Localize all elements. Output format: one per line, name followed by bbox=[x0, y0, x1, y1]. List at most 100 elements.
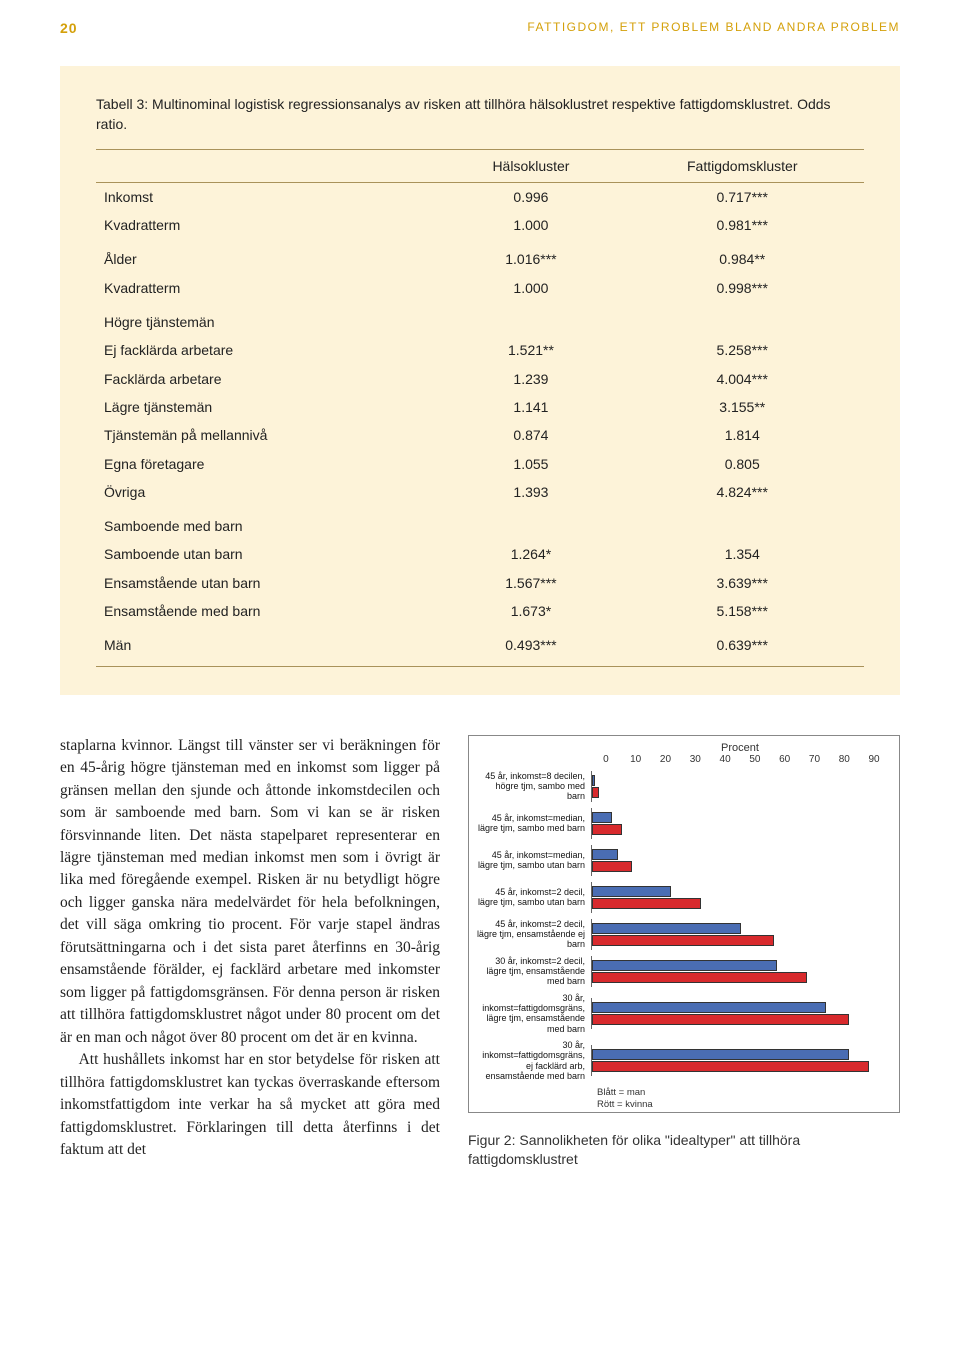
table-cell: Inkomst bbox=[96, 182, 441, 211]
chart-tick: 10 bbox=[621, 754, 651, 765]
table-cell: 1.141 bbox=[441, 393, 620, 421]
chart-legend: Blått = man Rött = kvinna bbox=[597, 1087, 889, 1110]
table-cell: Samboende utan barn bbox=[96, 540, 441, 568]
body-para-2: Att hushållets inkomst har en stor betyd… bbox=[60, 1049, 440, 1161]
table-cell: Ej facklärda arbetare bbox=[96, 336, 441, 364]
table-header-blank bbox=[96, 149, 441, 182]
table-caption: Tabell 3: Multinominal logistisk regress… bbox=[96, 94, 864, 135]
chart-category-row: 30 år, inkomst=2 decil, lägre tjm, ensam… bbox=[475, 956, 889, 987]
table-cell: Lägre tjänstemän bbox=[96, 393, 441, 421]
chart-category-row: 45 år, inkomst=8 decilen, högre tjm, sam… bbox=[475, 771, 889, 802]
page-number: 20 bbox=[60, 20, 78, 36]
chart-tick: 0 bbox=[591, 754, 621, 765]
table-cell bbox=[441, 506, 620, 540]
legend-kvinna: Rött = kvinna bbox=[597, 1099, 889, 1110]
bar-man bbox=[592, 1049, 849, 1060]
table-cell: 3.639*** bbox=[621, 569, 865, 597]
bar-man bbox=[592, 849, 618, 860]
table-cell: Egna företagare bbox=[96, 450, 441, 478]
table-cell: 1.814 bbox=[621, 421, 865, 449]
table-cell: 0.998*** bbox=[621, 274, 865, 302]
bar-man bbox=[592, 1002, 826, 1013]
table-cell bbox=[441, 302, 620, 336]
chart-category-row: 30 år, inkomst=fattigdomsgräns, ej fackl… bbox=[475, 1040, 889, 1081]
table-cell: Kvadratterm bbox=[96, 211, 441, 239]
table-cell: 0.981*** bbox=[621, 211, 865, 239]
table-cell: 1.673* bbox=[441, 597, 620, 625]
body-text-column: staplarna kvinnor. Längst till vänster s… bbox=[60, 735, 440, 1162]
probability-chart: Procent 0102030405060708090 45 år, inkom… bbox=[468, 735, 900, 1114]
chart-category-label: 30 år, inkomst=2 decil, lägre tjm, ensam… bbox=[475, 956, 591, 987]
table-cell: Ensamstående med barn bbox=[96, 597, 441, 625]
table-cell: 0.493*** bbox=[441, 625, 620, 666]
legend-man: Blått = man bbox=[597, 1087, 889, 1098]
table-cell: 5.158*** bbox=[621, 597, 865, 625]
table-cell: 0.984** bbox=[621, 239, 865, 273]
chart-tick: 90 bbox=[859, 754, 889, 765]
bar-kvinna bbox=[592, 898, 701, 909]
table-cell: Ålder bbox=[96, 239, 441, 273]
table-cell: 1.000 bbox=[441, 274, 620, 302]
bar-kvinna bbox=[592, 935, 774, 946]
bar-man bbox=[592, 886, 671, 897]
chart-category-row: 30 år, inkomst=fattigdomsgräns, lägre tj… bbox=[475, 993, 889, 1034]
bar-kvinna bbox=[592, 972, 807, 983]
table-cell: Högre tjänstemän bbox=[96, 302, 441, 336]
table-cell: 0.717*** bbox=[621, 182, 865, 211]
table-cell: 0.874 bbox=[441, 421, 620, 449]
chart-axis-title: Procent bbox=[591, 742, 889, 754]
chart-tick: 80 bbox=[829, 754, 859, 765]
chart-category-label: 45 år, inkomst=median, lägre tjm, sambo … bbox=[475, 850, 591, 871]
table-cell: 1.016*** bbox=[441, 239, 620, 273]
table-cell bbox=[621, 506, 865, 540]
table-cell: Övriga bbox=[96, 478, 441, 506]
bar-kvinna bbox=[592, 1014, 849, 1025]
chart-tick: 70 bbox=[800, 754, 830, 765]
bar-kvinna bbox=[592, 1061, 869, 1072]
bar-man bbox=[592, 960, 777, 971]
bar-kvinna bbox=[592, 787, 599, 798]
chart-x-ticks: 0102030405060708090 bbox=[591, 754, 889, 765]
table-cell: 1.055 bbox=[441, 450, 620, 478]
regression-table-box: Tabell 3: Multinominal logistisk regress… bbox=[60, 66, 900, 695]
table-cell: 1.239 bbox=[441, 365, 620, 393]
chart-category-label: 45 år, inkomst=median, lägre tjm, sambo … bbox=[475, 813, 591, 834]
table-cell: Män bbox=[96, 625, 441, 666]
table-cell: Samboende med barn bbox=[96, 506, 441, 540]
chart-tick: 40 bbox=[710, 754, 740, 765]
chart-category-row: 45 år, inkomst=median, lägre tjm, sambo … bbox=[475, 808, 889, 839]
chart-tick: 50 bbox=[740, 754, 770, 765]
table-cell: 5.258*** bbox=[621, 336, 865, 364]
bar-kvinna bbox=[592, 861, 632, 872]
table-cell: 1.521** bbox=[441, 336, 620, 364]
table-cell bbox=[621, 302, 865, 336]
chart-tick: 30 bbox=[680, 754, 710, 765]
body-para-1: staplarna kvinnor. Längst till vänster s… bbox=[60, 735, 440, 1050]
chart-category-label: 30 år, inkomst=fattigdomsgräns, ej fackl… bbox=[475, 1040, 591, 1081]
table-header-fattigdomskluster: Fattigdomskluster bbox=[621, 149, 865, 182]
table-cell: Kvadratterm bbox=[96, 274, 441, 302]
table-cell: Ensamstående utan barn bbox=[96, 569, 441, 597]
table-cell: 4.824*** bbox=[621, 478, 865, 506]
chart-category-row: 45 år, inkomst=median, lägre tjm, sambo … bbox=[475, 845, 889, 876]
table-cell: 1.264* bbox=[441, 540, 620, 568]
table-cell: 1.354 bbox=[621, 540, 865, 568]
table-cell: 0.805 bbox=[621, 450, 865, 478]
table-cell: 3.155** bbox=[621, 393, 865, 421]
regression-table: Hälsokluster Fattigdomskluster Inkomst0.… bbox=[96, 149, 864, 667]
chart-caption: Figur 2: Sannolikheten för olika "idealt… bbox=[468, 1131, 900, 1169]
chart-category-label: 45 år, inkomst=2 decil, lägre tjm, ensam… bbox=[475, 919, 591, 950]
chart-category-label: 45 år, inkomst=8 decilen, högre tjm, sam… bbox=[475, 771, 591, 802]
bar-kvinna bbox=[592, 824, 622, 835]
chart-category-row: 45 år, inkomst=2 decil, lägre tjm, ensam… bbox=[475, 919, 889, 950]
page-header: 20 FATTIGDOM, ETT PROBLEM BLAND ANDRA PR… bbox=[60, 0, 900, 66]
bar-man bbox=[592, 812, 612, 823]
table-cell: 0.996 bbox=[441, 182, 620, 211]
table-cell: 1.567*** bbox=[441, 569, 620, 597]
table-cell: Facklärda arbetare bbox=[96, 365, 441, 393]
chart-category-label: 45 år, inkomst=2 decil, lägre tjm, sambo… bbox=[475, 887, 591, 908]
bar-man bbox=[592, 775, 595, 786]
bar-man bbox=[592, 923, 741, 934]
table-header-halsokluster: Hälsokluster bbox=[441, 149, 620, 182]
table-cell: 4.004*** bbox=[621, 365, 865, 393]
